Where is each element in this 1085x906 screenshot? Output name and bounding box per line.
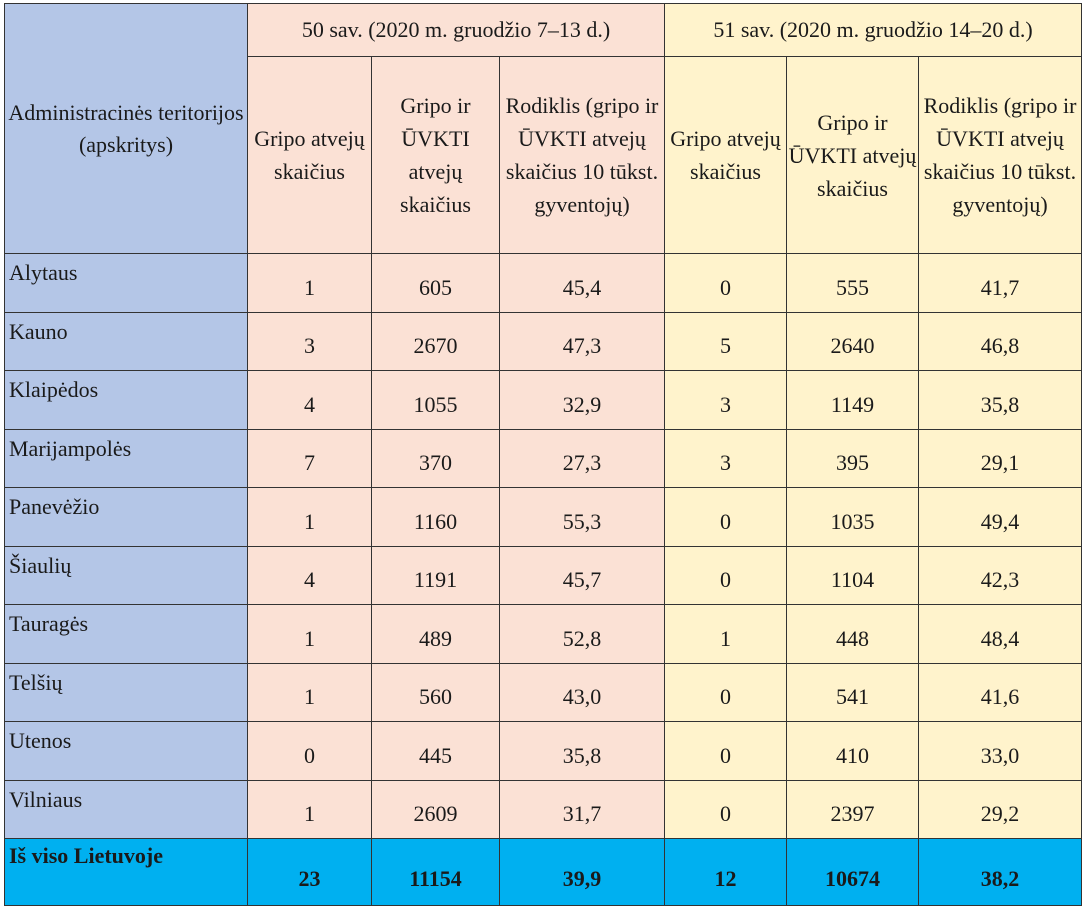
region-name: Utenos xyxy=(4,721,248,781)
cell: 1160 xyxy=(371,487,500,547)
cell: 605 xyxy=(371,253,500,313)
table-body: Alytaus 1 605 45,4 0 555 41,7 Kauno 3 26… xyxy=(4,253,1083,906)
table-row: Utenos 0 445 35,8 0 410 33,0 xyxy=(4,721,1083,781)
w51-flu-cases-header: Gripo atvejų skaičius xyxy=(664,56,787,254)
cell: 0 xyxy=(664,721,787,781)
cell: 1191 xyxy=(371,545,500,605)
cell: 370 xyxy=(371,428,500,488)
region-name: Panevėžio xyxy=(4,487,248,547)
cell: 32,9 xyxy=(499,370,665,430)
cell: 48,4 xyxy=(917,604,1083,664)
week-50-header: 50 sav. (2020 m. gruodžio 7–13 d.) xyxy=(247,3,665,57)
cell: 5 xyxy=(664,311,787,371)
total-label: Iš viso Lietuvoje xyxy=(4,838,248,906)
region-name: Telšių xyxy=(4,662,248,722)
cell: 1055 xyxy=(371,370,500,430)
region-name: Alytaus xyxy=(4,253,248,313)
cell: 7 xyxy=(247,428,372,488)
cell: 541 xyxy=(786,662,919,722)
region-column-header: Administracinės teritorijos (apskritys) xyxy=(4,3,248,254)
cell: 1 xyxy=(247,662,372,722)
cell: 0 xyxy=(664,779,787,839)
cell: 448 xyxy=(786,604,919,664)
table-row: Tauragės 1 489 52,8 1 448 48,4 xyxy=(4,604,1083,664)
cell: 11154 xyxy=(371,838,500,906)
cell: 1 xyxy=(664,604,787,664)
cell: 47,3 xyxy=(499,311,665,371)
cell: 2670 xyxy=(371,311,500,371)
cell: 1 xyxy=(247,253,372,313)
influenza-table: Administracinės teritorijos (apskritys) … xyxy=(4,3,1083,906)
cell: 0 xyxy=(247,721,372,781)
cell: 3 xyxy=(664,370,787,430)
cell: 3 xyxy=(247,311,372,371)
cell: 55,3 xyxy=(499,487,665,547)
cell: 46,8 xyxy=(917,311,1083,371)
table-row: Šiaulių 4 1191 45,7 0 1104 42,3 xyxy=(4,545,1083,605)
region-name: Tauragės xyxy=(4,604,248,664)
cell: 41,6 xyxy=(917,662,1083,722)
w50-flu-cases-header: Gripo atvejų skaičius xyxy=(247,56,372,254)
cell: 38,2 xyxy=(917,838,1083,906)
region-name: Šiaulių xyxy=(4,545,248,605)
cell: 45,4 xyxy=(499,253,665,313)
cell: 560 xyxy=(371,662,500,722)
cell: 10674 xyxy=(786,838,919,906)
cell: 489 xyxy=(371,604,500,664)
cell: 43,0 xyxy=(499,662,665,722)
cell: 33,0 xyxy=(917,721,1083,781)
cell: 2609 xyxy=(371,779,500,839)
cell: 1 xyxy=(247,779,372,839)
cell: 3 xyxy=(664,428,787,488)
cell: 1104 xyxy=(786,545,919,605)
cell: 45,7 xyxy=(499,545,665,605)
table-row: Telšių 1 560 43,0 0 541 41,6 xyxy=(4,662,1083,722)
cell: 49,4 xyxy=(917,487,1083,547)
table-row: Vilniaus 1 2609 31,7 0 2397 29,2 xyxy=(4,779,1083,839)
cell: 1149 xyxy=(786,370,919,430)
table-row: Klaipėdos 4 1055 32,9 3 1149 35,8 xyxy=(4,370,1083,430)
cell: 4 xyxy=(247,370,372,430)
cell: 23 xyxy=(247,838,372,906)
cell: 445 xyxy=(371,721,500,781)
cell: 0 xyxy=(664,487,787,547)
cell: 41,7 xyxy=(917,253,1083,313)
cell: 0 xyxy=(664,662,787,722)
region-name: Marijampolės xyxy=(4,428,248,488)
cell: 29,2 xyxy=(917,779,1083,839)
cell: 29,1 xyxy=(917,428,1083,488)
region-name: Klaipėdos xyxy=(4,370,248,430)
table-row: Kauno 3 2670 47,3 5 2640 46,8 xyxy=(4,311,1083,371)
cell: 35,8 xyxy=(917,370,1083,430)
cell: 52,8 xyxy=(499,604,665,664)
cell: 12 xyxy=(664,838,787,906)
cell: 31,7 xyxy=(499,779,665,839)
w50-flu-ari-cases-header: Gripo ir ŪVKTI atvejų skaičius xyxy=(371,56,500,254)
cell: 1 xyxy=(247,487,372,547)
cell: 0 xyxy=(664,253,787,313)
region-name: Kauno xyxy=(4,311,248,371)
week-51-header: 51 sav. (2020 m. gruodžio 14–20 d.) xyxy=(663,3,1083,57)
region-name: Vilniaus xyxy=(4,779,248,839)
cell: 39,9 xyxy=(499,838,665,906)
w51-flu-ari-cases-header: Gripo ir ŪVKTI atvejų skaičius xyxy=(786,56,919,254)
w50-rate-header: Rodiklis (gripo ir ŪVKTI atvejų skaičius… xyxy=(499,56,665,254)
cell: 4 xyxy=(247,545,372,605)
table-row: Marijampolės 7 370 27,3 3 395 29,1 xyxy=(4,428,1083,488)
cell: 2640 xyxy=(786,311,919,371)
table-row: Alytaus 1 605 45,4 0 555 41,7 xyxy=(4,253,1083,313)
cell: 410 xyxy=(786,721,919,781)
total-row: Iš viso Lietuvoje 23 11154 39,9 12 10674… xyxy=(4,838,1083,906)
cell: 1 xyxy=(247,604,372,664)
table-row: Panevėžio 1 1160 55,3 0 1035 49,4 xyxy=(4,487,1083,547)
cell: 1035 xyxy=(786,487,919,547)
cell: 27,3 xyxy=(499,428,665,488)
cell: 2397 xyxy=(786,779,919,839)
cell: 42,3 xyxy=(917,545,1083,605)
cell: 555 xyxy=(786,253,919,313)
w51-rate-header: Rodiklis (gripo ir ŪVKTI atvejų skaičius… xyxy=(917,56,1083,254)
cell: 395 xyxy=(786,428,919,488)
cell: 0 xyxy=(664,545,787,605)
cell: 35,8 xyxy=(499,721,665,781)
